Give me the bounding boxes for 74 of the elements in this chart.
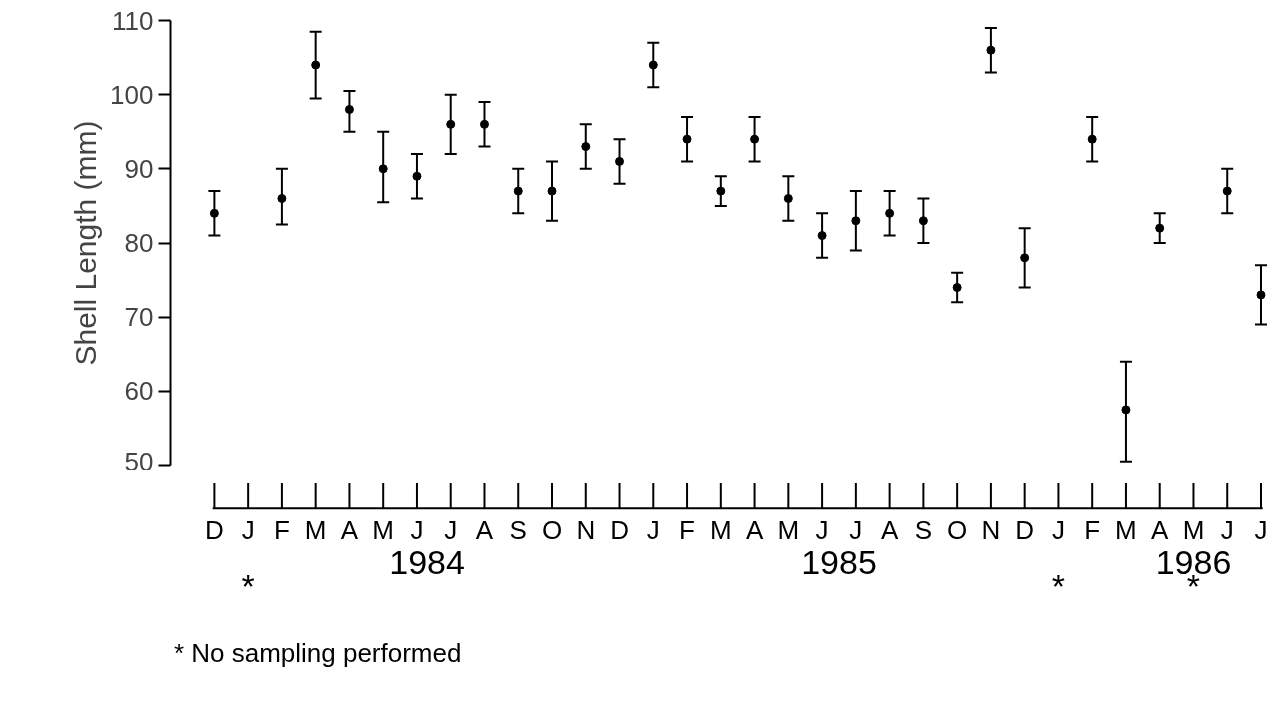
y-tick-label: 100	[110, 79, 154, 110]
x-tick-label: S	[914, 514, 933, 545]
point	[547, 186, 557, 196]
point	[648, 60, 658, 70]
point	[918, 216, 928, 226]
point	[817, 231, 827, 241]
x-tick-label: A	[1151, 514, 1170, 545]
point	[311, 60, 321, 70]
x-tick-label: M	[777, 514, 800, 545]
x-tick-label: M	[1182, 514, 1205, 545]
y-tick-label: 80	[124, 228, 154, 258]
x-tick-label: N	[981, 514, 1001, 545]
x-tick-label: F	[273, 514, 290, 545]
x-tick-label: D	[1015, 514, 1035, 545]
x-tick-label: M	[304, 514, 327, 545]
point	[412, 171, 422, 181]
point	[615, 156, 625, 166]
x-tick-label: M	[709, 514, 732, 545]
point	[1087, 134, 1097, 144]
point	[277, 194, 287, 203]
y-tick-label: 110	[112, 5, 154, 36]
y-tick-label: 90	[124, 153, 154, 184]
y-axis-title: Shell Length (mm)	[69, 120, 103, 366]
x-tick-label: J	[241, 514, 255, 545]
x-tick-label: J	[646, 514, 660, 545]
text: *	[1051, 567, 1066, 605]
x-tick-label: J	[849, 514, 863, 545]
point	[446, 119, 456, 129]
point	[783, 194, 793, 203]
point	[682, 134, 692, 144]
y-tick-label: 60	[124, 376, 154, 407]
x-tick-label: J	[410, 514, 424, 545]
point	[1121, 405, 1131, 415]
x-tick-label: J	[815, 514, 829, 545]
point	[378, 164, 388, 174]
point	[851, 216, 861, 226]
x-tick-label: N	[576, 514, 596, 545]
x-tick-label: J	[444, 514, 458, 545]
x-tick-label: M	[1115, 514, 1137, 545]
point	[986, 45, 996, 55]
point	[581, 142, 591, 152]
x-tick-label: D	[610, 514, 629, 545]
x-tick-label: M	[372, 514, 395, 545]
point	[209, 208, 219, 218]
point	[716, 186, 726, 196]
x-tick-label: F	[1084, 514, 1101, 545]
point	[1256, 290, 1266, 300]
point	[1020, 253, 1030, 263]
x-tick-label: D	[205, 514, 224, 545]
point	[513, 186, 523, 196]
point	[952, 283, 962, 292]
y-tick-label: 70	[124, 302, 154, 333]
x-tick-label: O	[541, 514, 563, 545]
point	[1222, 186, 1232, 196]
point	[344, 105, 354, 114]
point	[1155, 223, 1165, 233]
x-tick-label: A	[880, 514, 899, 545]
x-tick-label: O	[947, 514, 968, 545]
point	[750, 134, 760, 144]
x-tick-label: S	[509, 514, 527, 545]
text: 1985	[801, 543, 877, 582]
x-tick-label: J	[1051, 514, 1065, 545]
text: * No sampling performed	[173, 638, 462, 669]
point	[885, 208, 895, 218]
text: 1984	[389, 543, 465, 582]
x-tick-label: A	[340, 514, 359, 545]
x-tick-label: J	[1254, 514, 1268, 545]
y-tick-label: 50	[124, 446, 154, 477]
point	[479, 119, 489, 129]
x-tick-label: A	[475, 514, 494, 545]
x-tick-label: F	[679, 514, 695, 545]
text: *	[241, 567, 255, 605]
x-tick-label: A	[745, 514, 764, 545]
x-tick-label: J	[1220, 514, 1234, 545]
